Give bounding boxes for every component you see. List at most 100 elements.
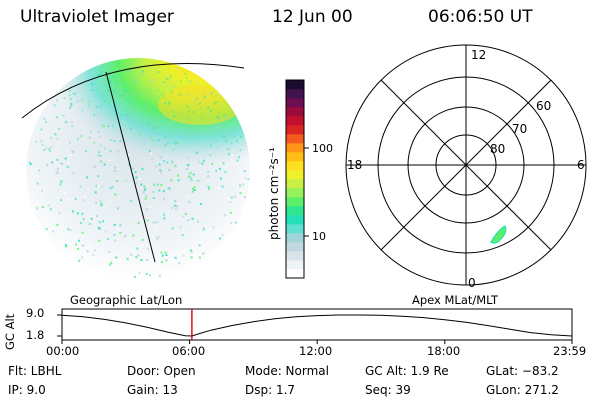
- speckle: [65, 120, 68, 123]
- speckle: [93, 215, 96, 218]
- speckle: [167, 187, 170, 190]
- speckle: [109, 150, 112, 152]
- speckle: [81, 231, 84, 234]
- speckle: [58, 212, 61, 215]
- speckle: [56, 167, 59, 170]
- speckle: [189, 172, 192, 175]
- speckle: [133, 93, 136, 96]
- speckle: [70, 103, 73, 106]
- speckle: [105, 74, 108, 77]
- speckle: [152, 139, 155, 142]
- speckle: [171, 227, 174, 230]
- speckle: [121, 266, 124, 269]
- x-tick-2359: 23:59: [553, 344, 587, 358]
- speckle: [86, 176, 88, 179]
- polar-label-dusk: 18: [347, 158, 362, 172]
- speckle: [63, 192, 66, 194]
- speckle: [97, 154, 100, 157]
- speckle: [57, 171, 59, 174]
- speckle: [156, 126, 159, 129]
- status-gc-alt: GC Alt: 1.9 Re: [365, 364, 449, 378]
- speckle: [50, 136, 53, 139]
- speckle: [60, 162, 63, 164]
- speckle: [108, 65, 111, 68]
- speckle: [186, 105, 189, 108]
- color-bar-cell: [286, 251, 304, 261]
- x-tick-0600: 06:00: [172, 344, 206, 358]
- speckle: [117, 150, 120, 153]
- speckle: [158, 155, 161, 158]
- speckle: [40, 128, 43, 131]
- status-ip: IP: 9.0: [8, 383, 46, 397]
- speckle: [245, 179, 248, 182]
- speckle: [179, 93, 182, 96]
- polar-diagonal-2: [380, 79, 552, 251]
- speckle: [167, 102, 170, 105]
- speckle: [114, 239, 116, 242]
- speckle: [103, 163, 106, 166]
- speckle: [98, 226, 101, 229]
- speckle: [151, 133, 154, 136]
- speckle: [143, 185, 146, 188]
- gc-alt-axis-title: GC Alt: [3, 313, 17, 350]
- speckle: [149, 92, 151, 94]
- speckle: [65, 245, 68, 248]
- speckle: [99, 200, 102, 203]
- speckle: [98, 150, 101, 153]
- speckle: [46, 163, 49, 166]
- speckle: [81, 99, 84, 102]
- speckle: [101, 124, 104, 127]
- speckle: [203, 159, 205, 162]
- speckle: [95, 201, 98, 204]
- speckle: [187, 164, 190, 167]
- speckle: [166, 131, 169, 134]
- speckle: [200, 107, 203, 110]
- speckle: [198, 256, 201, 259]
- speckle: [215, 101, 218, 104]
- speckle: [120, 94, 123, 97]
- status-seq: Seq: 39: [365, 383, 411, 397]
- speckle: [98, 251, 101, 254]
- speckle: [78, 239, 80, 242]
- speckle: [200, 116, 203, 119]
- speckle: [233, 135, 236, 138]
- speckle: [135, 181, 138, 184]
- speckle: [166, 161, 169, 164]
- speckle: [116, 207, 119, 210]
- speckle: [139, 133, 141, 136]
- speckle: [169, 188, 171, 191]
- speckle: [230, 142, 233, 145]
- x-tick-1200: 12:00: [299, 344, 333, 358]
- speckle: [145, 208, 148, 211]
- speckle: [149, 274, 151, 277]
- speckle: [56, 158, 59, 161]
- speckle: [125, 82, 127, 85]
- speckle: [182, 119, 185, 122]
- speckle: [189, 176, 192, 179]
- color-bar-cell: [286, 170, 304, 180]
- speckle: [152, 127, 155, 129]
- speckle: [103, 99, 106, 102]
- speckle: [207, 112, 210, 115]
- speckle: [109, 82, 112, 84]
- speckle: [198, 244, 201, 247]
- speckle: [160, 120, 162, 123]
- speckle: [216, 147, 219, 150]
- speckle: [165, 254, 168, 256]
- speckle: [203, 97, 206, 100]
- altitude-curve: [61, 314, 572, 337]
- color-bar-tick-10: 10: [312, 230, 326, 243]
- speckle: [128, 106, 131, 109]
- speckle: [152, 190, 155, 193]
- speckle: [150, 268, 153, 271]
- speckle: [187, 196, 190, 199]
- polar-ring-label-60: 60: [536, 99, 551, 113]
- speckle: [55, 171, 58, 174]
- speckle: [171, 160, 174, 163]
- speckle: [145, 273, 148, 275]
- speckle: [164, 143, 167, 146]
- speckle: [107, 101, 110, 104]
- speckle: [43, 117, 46, 120]
- polar-ring-label-70: 70: [512, 122, 527, 136]
- speckle: [181, 215, 184, 218]
